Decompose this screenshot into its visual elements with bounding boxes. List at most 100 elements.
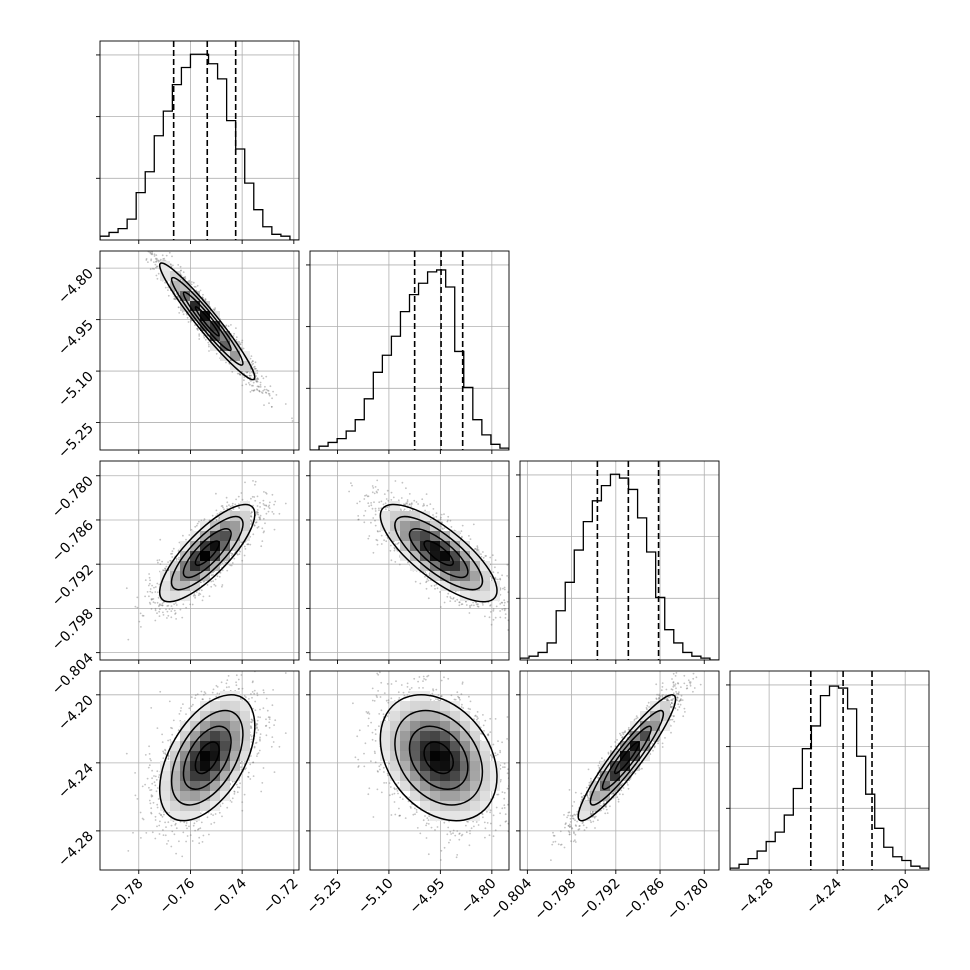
- y-tick-label: −5.25: [55, 420, 97, 462]
- sample-point: [172, 264, 174, 267]
- sample-point: [203, 336, 206, 339]
- sample-point: [161, 254, 164, 257]
- sample-point: [170, 265, 173, 268]
- sample-point: [272, 390, 274, 393]
- sample-point: [256, 385, 259, 388]
- sample-point: [145, 258, 148, 260]
- sample-point: [252, 389, 255, 392]
- sample-point: [250, 370, 253, 373]
- sample-point: [254, 499, 257, 502]
- contour-level-0: [194, 306, 220, 337]
- sample-point: [146, 244, 148, 246]
- sample-point: [202, 595, 205, 598]
- sample-point: [148, 601, 151, 604]
- sample-point: [234, 503, 237, 506]
- histogram-panel-0: [96, 40, 300, 244]
- sample-point: [238, 553, 241, 555]
- sample-point: [252, 533, 255, 536]
- sample-point: [155, 254, 158, 256]
- histogram-panel-1: [306, 250, 510, 454]
- sample-point: [264, 522, 266, 525]
- sample-point: [190, 528, 193, 531]
- sample-point: [149, 590, 152, 593]
- sample-point: [259, 514, 262, 517]
- sample-point: [221, 585, 223, 588]
- sample-point: [174, 612, 177, 614]
- density-cell: [240, 531, 250, 541]
- sample-point: [171, 607, 174, 610]
- sample-point: [204, 338, 207, 341]
- sample-point: [250, 374, 253, 377]
- density-cell: [220, 521, 230, 531]
- sample-point: [159, 258, 162, 261]
- sample-point: [238, 372, 241, 375]
- sample-point: [166, 617, 168, 619]
- sample-point: [156, 591, 159, 594]
- density-cell: [210, 531, 220, 541]
- sample-point: [216, 575, 219, 578]
- histogram-step-0: [100, 53, 299, 240]
- sample-point: [249, 543, 252, 546]
- sample-point: [227, 325, 230, 328]
- sample-point: [244, 548, 247, 550]
- density-cell: [220, 541, 230, 551]
- sample-point: [151, 598, 154, 600]
- sample-point: [166, 610, 169, 613]
- sample-point: [426, 504, 428, 507]
- sample-point: [249, 372, 251, 374]
- sample-point: [133, 232, 135, 234]
- sample-point: [178, 556, 180, 559]
- sample-point: [163, 601, 165, 604]
- density-cell: [220, 551, 230, 561]
- sample-point: [156, 612, 158, 615]
- sample-point: [159, 563, 162, 565]
- density-cell: [160, 581, 170, 591]
- sample-point: [226, 501, 229, 504]
- sample-point: [228, 504, 230, 506]
- sample-point: [503, 588, 506, 591]
- sample-point: [155, 257, 158, 260]
- sample-point: [230, 552, 232, 554]
- y-tick-label: −0.786: [49, 517, 97, 565]
- sample-point: [240, 541, 242, 544]
- sample-point: [265, 388, 268, 391]
- sample-point: [250, 380, 252, 382]
- sample-point: [197, 329, 199, 331]
- sample-point: [152, 598, 155, 600]
- sample-point: [253, 365, 256, 368]
- sample-point: [150, 253, 153, 256]
- sample-point: [148, 573, 151, 575]
- sample-point: [256, 389, 259, 391]
- sample-point: [260, 375, 263, 378]
- sample-point: [263, 504, 266, 507]
- density-cell: [230, 521, 240, 531]
- sample-point: [158, 604, 161, 606]
- sample-point: [270, 406, 273, 408]
- sample-point: [253, 366, 255, 368]
- sample-point: [196, 284, 199, 287]
- sample-point: [141, 614, 144, 617]
- sample-point: [241, 339, 244, 342]
- sample-point: [253, 524, 256, 527]
- sample-point: [291, 420, 294, 422]
- sample-point: [222, 506, 224, 509]
- sample-point: [256, 369, 259, 372]
- sample-point: [161, 560, 164, 563]
- sample-point: [240, 370, 243, 373]
- sample-point: [274, 500, 277, 503]
- sample-point: [237, 495, 240, 498]
- sample-point: [148, 595, 150, 598]
- sample-point: [260, 545, 263, 548]
- sample-point: [192, 594, 195, 597]
- sample-point: [214, 307, 217, 310]
- sample-point: [145, 241, 147, 243]
- density-cell: [240, 361, 250, 371]
- sample-point: [213, 583, 216, 586]
- sample-point: [216, 513, 219, 515]
- sample-point: [149, 268, 152, 271]
- sample-point: [255, 511, 258, 513]
- sample-point: [262, 531, 265, 534]
- sample-point: [245, 371, 248, 374]
- sample-point: [406, 499, 409, 501]
